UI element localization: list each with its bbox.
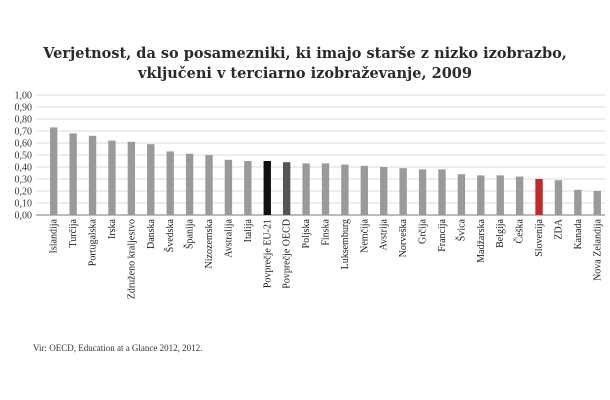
- bar: [360, 165, 369, 215]
- bar: [205, 155, 213, 215]
- y-tick-label: 0,30: [15, 175, 33, 186]
- bar: [302, 163, 310, 215]
- category-label: Češka: [514, 218, 526, 243]
- bar: [399, 168, 407, 215]
- category-label: Avstrija: [379, 218, 390, 250]
- category-label: Kanada: [573, 218, 584, 249]
- y-tick-label: 0,60: [15, 139, 33, 150]
- category-label: Poljska: [301, 218, 312, 248]
- category-label: Irska: [107, 218, 118, 239]
- category-label: Francija: [437, 218, 448, 251]
- category-label: Finska: [321, 218, 332, 245]
- y-tick-label: 0,90: [15, 103, 33, 114]
- bar: [321, 163, 330, 215]
- bar: [263, 161, 271, 215]
- category-label: Norveška: [398, 218, 409, 257]
- category-label: Belgija: [495, 218, 506, 247]
- category-label: Danska: [146, 218, 157, 249]
- bar: [244, 161, 252, 215]
- bar: [593, 191, 601, 215]
- bar: [185, 153, 194, 215]
- bar: [224, 159, 233, 215]
- y-tick-label: 1,00: [15, 91, 33, 102]
- chart-title-line-1: Verjetnost, da so posamezniki, ki imajo …: [43, 45, 567, 62]
- category-label: Nova Zelandija: [592, 218, 603, 280]
- y-tick-label: 0,80: [15, 115, 33, 126]
- category-label: Slovenija: [534, 218, 545, 256]
- bar: [166, 151, 174, 215]
- bar: [69, 133, 77, 215]
- bar: [88, 135, 97, 215]
- category-label: Portugalska: [88, 218, 99, 266]
- category-label: Povprečje OECD: [282, 219, 293, 289]
- y-tick-label: 0,20: [15, 187, 33, 198]
- y-tick-label: 0,40: [15, 163, 33, 174]
- bar: [438, 169, 446, 215]
- y-tick-label: 0,00: [15, 211, 33, 222]
- bar: [515, 176, 524, 215]
- y-tick-label: 0,70: [15, 127, 33, 138]
- category-label: Madžarska: [476, 218, 487, 262]
- bar: [477, 175, 485, 215]
- category-label: Italija: [243, 218, 254, 242]
- category-label: Združeno kraljestvo: [126, 219, 137, 299]
- bar: [554, 180, 563, 215]
- category-label: Švica: [455, 218, 467, 241]
- category-label: ZDA: [553, 218, 564, 239]
- bar: [574, 189, 582, 215]
- bar: [535, 179, 543, 215]
- category-label: Povprečje EU-21: [262, 219, 273, 288]
- bar: [108, 140, 116, 215]
- category-label: Turčija: [68, 218, 79, 247]
- category-label: Grčija: [418, 218, 429, 244]
- bar: [127, 141, 136, 215]
- bar: [282, 162, 291, 215]
- bar: [496, 175, 504, 215]
- category-label: Švedska: [164, 218, 176, 252]
- bar: [50, 127, 58, 215]
- category-label: Nemčija: [359, 218, 370, 252]
- source-note: Vir: OECD, Education at a Glance 2012, 2…: [33, 343, 203, 353]
- category-label: Nizozemska: [204, 218, 215, 268]
- bar: [341, 164, 349, 215]
- y-tick-label: 0,50: [15, 151, 33, 162]
- category-label: Avstralija: [223, 218, 234, 257]
- category-label: Luksemburg: [340, 219, 351, 269]
- chart-title: Verjetnost, da so posamezniki, ki imajo …: [0, 44, 610, 84]
- bar: [147, 144, 155, 215]
- bar: [457, 174, 466, 215]
- category-label: Islandija: [49, 218, 60, 253]
- chart-title-line-2: vključeni v terciarno izobraževanje, 200…: [138, 65, 472, 82]
- bar: [380, 167, 388, 215]
- bar: [418, 169, 427, 215]
- y-tick-label: 0,10: [15, 199, 33, 210]
- category-label: Španija: [184, 218, 196, 249]
